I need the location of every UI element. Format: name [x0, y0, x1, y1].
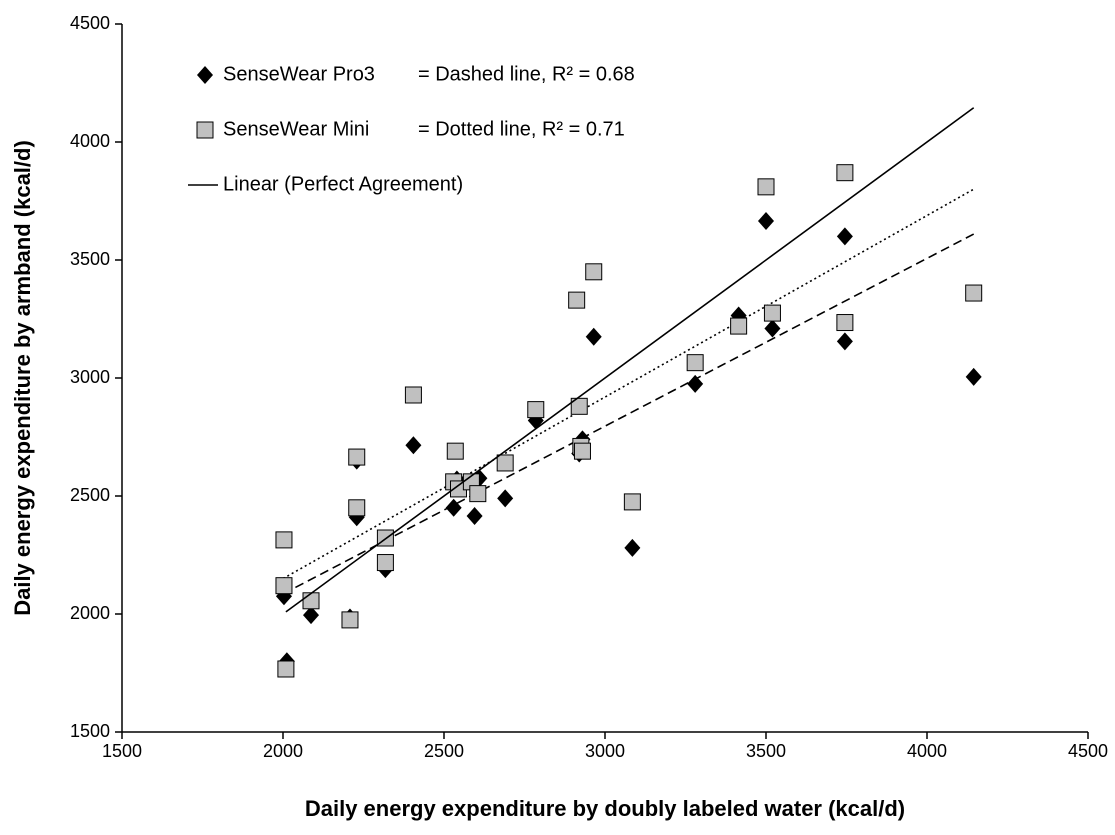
- point: [730, 317, 748, 335]
- x-tick-label: 3500: [746, 741, 786, 761]
- y-tick-label: 3500: [70, 249, 110, 269]
- point: [445, 498, 462, 517]
- point: [404, 386, 422, 404]
- point: [764, 319, 781, 338]
- y-tick-label: 2000: [70, 603, 110, 623]
- x-tick-label: 1500: [102, 741, 142, 761]
- point: [497, 489, 514, 508]
- x-tick-label: 4000: [907, 741, 947, 761]
- point: [275, 531, 293, 549]
- x-tick-label: 4500: [1068, 741, 1108, 761]
- point: [303, 606, 320, 625]
- y-tick-label: 1500: [70, 721, 110, 741]
- point: [624, 538, 641, 557]
- point: [446, 442, 464, 460]
- point: [302, 592, 320, 610]
- point: [758, 212, 774, 231]
- y-tick-label: 4500: [70, 13, 110, 33]
- point: [687, 374, 704, 393]
- annotation: = Dashed line, R² = 0.68: [418, 63, 635, 85]
- legend-swatch: [196, 121, 214, 139]
- x-tick-label: 2500: [424, 741, 464, 761]
- point: [277, 660, 295, 678]
- point: [623, 493, 641, 511]
- point: [568, 291, 586, 309]
- y-axis-title: Daily energy expenditure by armband (kca…: [10, 140, 35, 616]
- point: [405, 436, 422, 455]
- point: [585, 327, 602, 346]
- point: [836, 164, 854, 182]
- point: [527, 401, 545, 419]
- y-tick-label: 2500: [70, 485, 110, 505]
- point: [585, 263, 603, 281]
- point: [757, 178, 775, 196]
- legend-label: SenseWear Mini: [223, 118, 369, 140]
- fit-line: [282, 188, 975, 580]
- point: [496, 454, 514, 472]
- perfect-agreement-line: [285, 107, 975, 613]
- point: [836, 314, 854, 332]
- point: [573, 442, 591, 460]
- y-tick-label: 3000: [70, 367, 110, 387]
- x-axis-title: Daily energy expenditure by doubly label…: [305, 796, 905, 821]
- y-tick-label: 4000: [70, 131, 110, 151]
- point: [348, 499, 366, 517]
- legend-label: Linear (Perfect Agreement): [223, 173, 463, 195]
- point: [686, 354, 704, 372]
- point: [376, 554, 394, 572]
- annotation: = Dotted line, R² = 0.71: [418, 118, 625, 140]
- legend-label: SenseWear Pro3: [223, 63, 375, 85]
- point: [836, 227, 853, 246]
- point: [570, 397, 588, 415]
- point: [469, 485, 487, 503]
- point: [466, 507, 483, 526]
- legend-swatch: [197, 66, 213, 84]
- x-tick-label: 2000: [263, 741, 303, 761]
- point: [836, 332, 853, 351]
- point: [965, 284, 983, 302]
- fit-line: [282, 233, 975, 595]
- point: [275, 577, 293, 595]
- point: [348, 448, 366, 466]
- point: [341, 611, 359, 629]
- point: [763, 304, 781, 322]
- point: [965, 367, 982, 386]
- x-tick-label: 3000: [585, 741, 625, 761]
